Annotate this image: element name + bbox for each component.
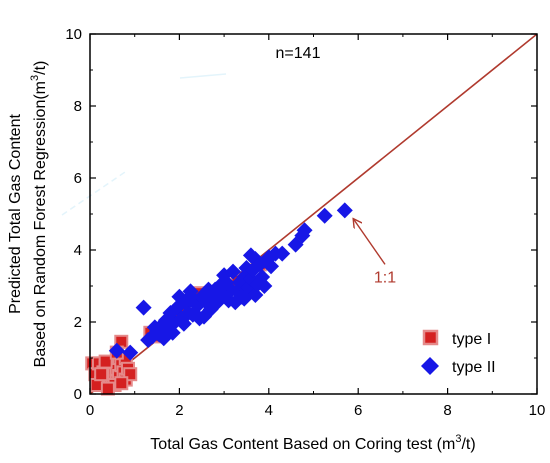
x-tick-label: 6 <box>354 402 362 419</box>
y-axis-title-line1: Predicted Total Gas Content <box>7 114 24 314</box>
one-to-one-arrow <box>354 219 386 265</box>
data-point-type-ii <box>151 326 168 343</box>
y-tick-label: 6 <box>74 170 82 187</box>
data-point-type-ii <box>242 247 259 264</box>
data-point-type-ii <box>164 324 181 341</box>
axis-ticks-group: 0 2 4 6 8 10 0 2 4 6 8 10 <box>65 26 545 419</box>
data-point-type-i <box>94 367 109 382</box>
x-axis-title-unit-end: /t) <box>461 436 475 453</box>
data-point-type-i <box>114 376 129 391</box>
data-point-type-ii <box>195 308 212 325</box>
x-tick-label: 2 <box>175 402 183 419</box>
legend-marker-square-icon <box>422 329 439 346</box>
x-tick-label: 0 <box>86 402 94 419</box>
sample-count-annotation: n=141 <box>276 45 321 62</box>
x-axis-title: Total Gas Content Based on Coring test (… <box>150 433 475 453</box>
x-tick-label: 4 <box>265 402 273 419</box>
legend-item-type-ii: type II <box>421 357 496 376</box>
data-point-type-ii <box>236 290 253 307</box>
data-point-type-ii <box>336 202 353 219</box>
x-axis-title-superscript: 3 <box>455 433 461 445</box>
data-point-type-ii <box>218 274 235 291</box>
data-point-type-ii <box>108 342 125 359</box>
data-point-type-ii <box>256 278 273 294</box>
data-point-type-ii <box>296 222 313 239</box>
y-tick-label: 4 <box>74 242 82 259</box>
one-to-one-label: 1:1 <box>374 269 396 286</box>
y-axis-title-unit-end: /t) <box>32 61 49 75</box>
x-axis-title-main: Total Gas Content Based on Coring test (… <box>150 436 455 453</box>
data-point-type-ii <box>316 207 333 224</box>
y-tick-label: 0 <box>74 386 82 403</box>
data-point-type-ii <box>242 270 259 287</box>
y-axis-title-line2: Based on Random Forest Regression(m3/t) <box>29 61 49 368</box>
data-point-type-ii <box>263 258 280 275</box>
y-tick-label: 10 <box>65 26 82 43</box>
y-axis-title-superscript: 3 <box>29 75 41 81</box>
data-points-group <box>85 202 353 396</box>
data-point-type-ii <box>180 290 197 307</box>
legend-label-type-i: type I <box>452 331 491 348</box>
x-tick-label: 10 <box>529 402 546 419</box>
y-axis-title-line2-main: Based on Random Forest Regression(m <box>32 81 49 367</box>
x-tick-label: 8 <box>443 402 451 419</box>
y-tick-label: 8 <box>74 98 82 115</box>
data-point-type-ii <box>135 299 152 316</box>
faint-background-marks <box>61 73 227 216</box>
legend-marker-diamond-icon <box>421 357 439 375</box>
data-point-type-ii <box>274 245 291 262</box>
y-tick-label: 2 <box>74 314 82 331</box>
data-point-type-ii <box>247 251 264 267</box>
data-point-type-ii <box>122 344 139 361</box>
data-point-type-ii <box>225 263 242 280</box>
data-point-type-i <box>100 381 115 396</box>
legend-label-type-ii: type II <box>452 359 496 376</box>
legend: type I type II <box>421 329 496 376</box>
legend-item-type-i: type I <box>422 329 491 348</box>
